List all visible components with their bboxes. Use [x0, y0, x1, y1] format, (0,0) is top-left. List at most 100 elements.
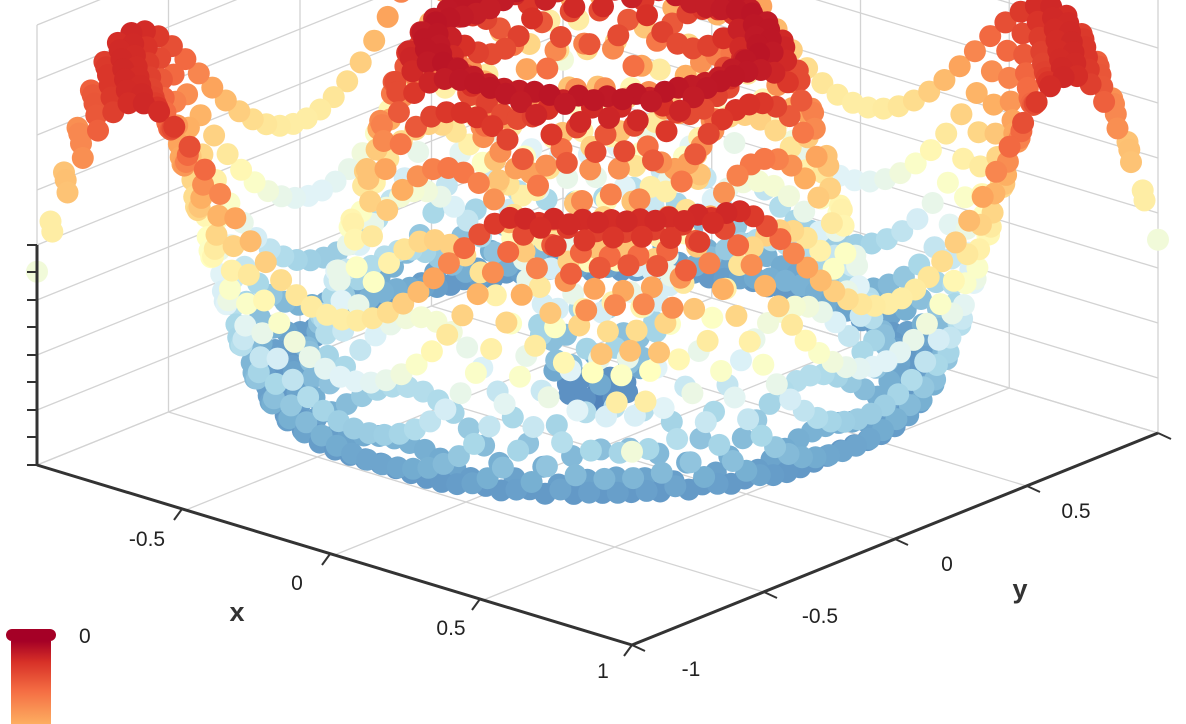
data-point [944, 231, 967, 254]
y-tick-label: 0.5 [1061, 500, 1090, 523]
data-point [778, 185, 800, 208]
data-point [1012, 111, 1035, 134]
data-point [387, 101, 410, 124]
data-point [493, 393, 516, 415]
data-point [529, 216, 552, 239]
y-tick-mark [763, 591, 778, 599]
data-point [636, 4, 658, 27]
data-point [919, 139, 942, 162]
data-point [918, 80, 941, 103]
data-point [481, 115, 504, 138]
data-point [328, 269, 351, 292]
data-point [336, 70, 359, 93]
data-point [234, 314, 257, 337]
data-point [549, 26, 572, 48]
data-point [610, 364, 633, 387]
data-point [1093, 90, 1116, 113]
data-point [1013, 43, 1036, 66]
y-tick-label: 0 [941, 553, 953, 576]
floor-grid-line [483, 387, 1010, 601]
data-point [374, 158, 397, 181]
data-point [558, 213, 581, 236]
data-point [569, 111, 592, 133]
data-point [711, 278, 734, 301]
data-point [602, 226, 625, 249]
data-point [466, 283, 489, 306]
data-point [584, 141, 607, 163]
data-point [436, 323, 459, 346]
x-axis-line [36, 463, 633, 647]
data-point [653, 0, 664, 2]
data-point [684, 143, 707, 166]
data-point [511, 148, 534, 171]
data-point [544, 235, 567, 257]
x-tick-label: 0 [291, 572, 303, 595]
data-point [575, 299, 598, 322]
data-point [628, 188, 651, 211]
data-point [642, 149, 664, 172]
data-point [87, 119, 109, 142]
data-point [386, 81, 409, 103]
data-point [525, 257, 548, 280]
data-point [811, 72, 834, 95]
data-point [737, 408, 760, 431]
data-point [416, 51, 439, 74]
data-point [391, 178, 414, 201]
data-point [563, 0, 586, 19]
data-point [515, 58, 538, 81]
data-point [579, 158, 602, 181]
data-point [701, 211, 724, 234]
data-point [483, 188, 505, 211]
data-point [622, 467, 645, 490]
data-point [646, 255, 669, 277]
data-point [251, 322, 274, 345]
data-point [236, 292, 259, 315]
data-point [370, 114, 393, 137]
data-point [929, 293, 952, 316]
data-point [343, 228, 366, 251]
data-point [626, 109, 649, 132]
data-point [549, 478, 572, 501]
data-point [659, 227, 682, 249]
data-point [697, 122, 720, 145]
data-point [513, 240, 536, 263]
data-point [527, 174, 549, 197]
data-point [622, 55, 645, 77]
wall-grid-line [633, 0, 1159, 159]
x-tick-mark [321, 553, 331, 566]
data-point [551, 431, 574, 454]
data-point [598, 106, 620, 129]
data-point [637, 438, 660, 460]
data-point [738, 330, 761, 353]
data-point [540, 123, 563, 146]
data-point [222, 235, 245, 258]
data-point [249, 346, 272, 369]
data-point [617, 8, 640, 31]
data-point [594, 123, 617, 146]
data-point [419, 410, 442, 433]
data-point [596, 320, 619, 343]
data-point [207, 204, 230, 227]
x-tick-label: -0.5 [129, 528, 165, 551]
data-point [349, 51, 372, 74]
data-point [178, 135, 201, 158]
data-point [449, 382, 472, 405]
data-point [468, 223, 491, 246]
data-point [693, 466, 716, 488]
data-point [376, 5, 399, 28]
data-point [599, 183, 622, 206]
data-point [820, 212, 843, 235]
axes: -0.5 0 0.5 1 -1 -0.5 0 0.5 x y [27, 244, 1172, 683]
data-point [1106, 117, 1129, 140]
data-point [998, 66, 1020, 89]
data-point [393, 0, 409, 3]
data-point [681, 382, 704, 405]
data-point [606, 481, 629, 504]
data-point [834, 242, 857, 265]
data-point [590, 343, 613, 365]
data-point [979, 25, 1002, 48]
data-point [679, 451, 702, 474]
data-point [495, 311, 518, 334]
data-point [765, 373, 788, 396]
data-point [148, 100, 171, 123]
